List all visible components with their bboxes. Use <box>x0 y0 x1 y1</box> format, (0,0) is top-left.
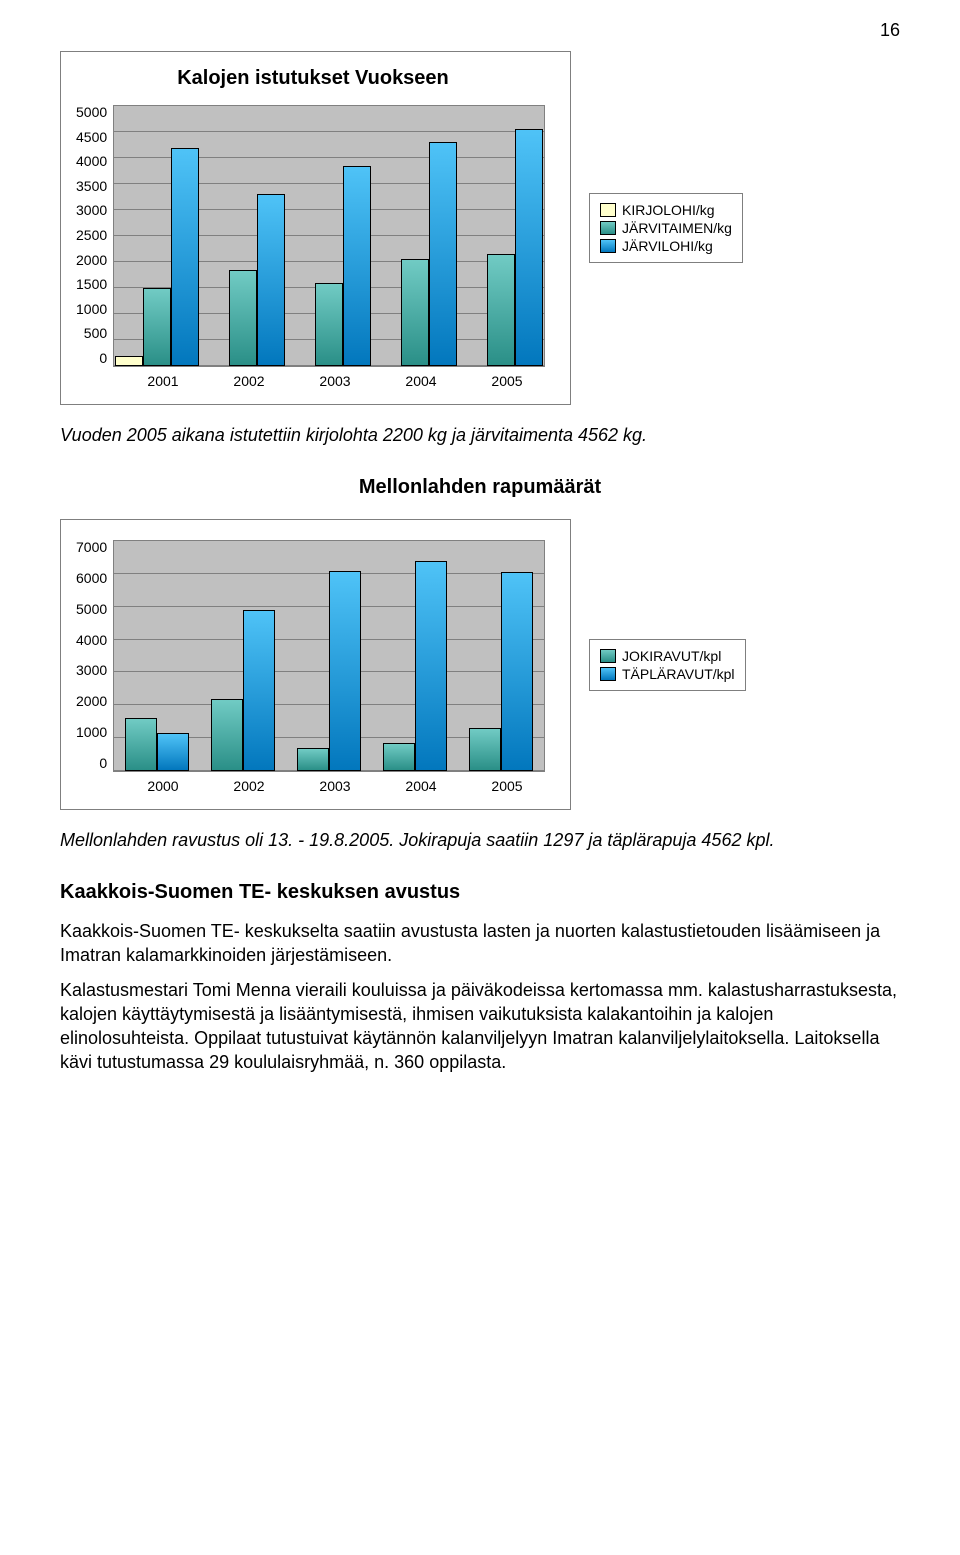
chart2-plotrow: 7000 6000 5000 4000 3000 2000 1000 0 <box>76 540 550 772</box>
chart1-xtick: 2002 <box>206 373 292 389</box>
chart1-ytick: 500 <box>84 326 107 340</box>
chart1-bar <box>115 356 143 366</box>
chart2-xtick: 2000 <box>120 778 206 794</box>
legend-swatch-icon <box>600 239 616 253</box>
chart2-box: 70006000500040003000200010000 2000200220… <box>60 519 571 810</box>
chart2-bar <box>125 718 157 771</box>
chart1-group <box>201 194 285 366</box>
chart2-group <box>297 571 361 771</box>
legend-swatch-icon <box>600 649 616 663</box>
chart2-bar <box>383 743 415 771</box>
chart1-yaxis: 5000450040003500300025002000150010005000 <box>76 105 113 365</box>
chart1-group <box>459 129 543 366</box>
chart1-legend-row: JÄRVITAIMEN/kg <box>600 220 732 236</box>
section-heading: Kaakkois-Suomen TE- keskuksen avustus <box>60 881 900 904</box>
chart2-ytick: 3000 <box>76 663 107 677</box>
chart2-legend-row: TÄPLÄRAVUT/kpl <box>600 666 735 682</box>
page-container: 16 Kalojen istutukset Vuokseen 500045004… <box>0 0 960 1125</box>
chart2-yaxis: 7000 6000 5000 4000 3000 2000 1000 0 <box>76 540 113 770</box>
chart2-xtick: 2005 <box>464 778 550 794</box>
chart2-group <box>211 610 275 771</box>
chart2-xtick: 2002 <box>206 778 292 794</box>
chart1-plotrow: 5000450040003500300025002000150010005000 <box>76 105 550 367</box>
chart1-wrap: Kalojen istutukset Vuokseen 500045004000… <box>60 51 900 405</box>
chart2-legend: JOKIRAVUT/kpl TÄPLÄRAVUT/kpl <box>589 639 746 691</box>
chart1-ytick: 3500 <box>76 179 107 193</box>
chart1-group <box>115 148 199 366</box>
legend-label: TÄPLÄRAVUT/kpl <box>622 666 735 682</box>
chart1-bar <box>515 129 543 366</box>
chart1-bar <box>257 194 285 366</box>
chart2-xaxis: 20002002200320042005 <box>120 778 550 794</box>
chart1-xtick: 2004 <box>378 373 464 389</box>
chart1-legend: KIRJOLOHI/kg JÄRVITAIMEN/kg JÄRVILOHI/kg <box>589 193 743 263</box>
paragraph-1: Kaakkois-Suomen TE- keskukselta saatiin … <box>60 919 900 968</box>
legend-label: JÄRVILOHI/kg <box>622 238 713 254</box>
chart1-group <box>287 166 371 366</box>
chart2-group <box>383 561 447 771</box>
chart2-bar <box>157 733 189 771</box>
chart2-plot <box>113 540 545 772</box>
chart2-bar <box>243 610 275 771</box>
chart2-xtick: 2003 <box>292 778 378 794</box>
chart1-ytick: 0 <box>99 351 107 365</box>
legend-swatch-icon <box>600 221 616 235</box>
chart2-ytick: 0 <box>99 756 107 770</box>
chart2-bar <box>329 571 361 771</box>
chart2-title: Mellonlahden rapumäärät <box>60 476 900 499</box>
paragraph-2: Kalastusmestari Tomi Menna vieraili koul… <box>60 978 900 1075</box>
chart1-bar <box>429 142 457 366</box>
chart1-title: Kalojen istutukset Vuokseen <box>76 67 550 90</box>
chart1-ytick: 4500 <box>76 130 107 144</box>
legend-label: KIRJOLOHI/kg <box>622 202 715 218</box>
legend-swatch-icon <box>600 667 616 681</box>
chart1-ytick: 3000 <box>76 203 107 217</box>
chart2-bar <box>501 572 533 771</box>
chart2-ytick: 4000 <box>76 633 107 647</box>
chart2-bar <box>469 728 501 771</box>
caption2: Mellonlahden ravustus oli 13. - 19.8.200… <box>60 830 900 851</box>
chart1-xtick: 2003 <box>292 373 378 389</box>
legend-label: JOKIRAVUT/kpl <box>622 648 721 664</box>
chart2-ytick: 2000 <box>76 694 107 708</box>
chart1-ytick: 2000 <box>76 253 107 267</box>
chart2-ytick: 1000 <box>76 725 107 739</box>
chart1-bar <box>487 254 515 366</box>
chart1-ytick: 1000 <box>76 302 107 316</box>
chart1-xaxis: 20012002200320042005 <box>120 373 550 389</box>
chart2-bar <box>415 561 447 771</box>
chart2-xtick: 2004 <box>378 778 464 794</box>
chart1-bar <box>315 283 343 366</box>
legend-swatch-icon <box>600 203 616 217</box>
chart1-bar <box>143 288 171 366</box>
chart2-ytick: 7000 <box>76 540 107 554</box>
chart2-group <box>125 718 189 771</box>
chart2-ytick: 5000 <box>76 602 107 616</box>
caption1: Vuoden 2005 aikana istutettiin kirjoloht… <box>60 425 900 446</box>
page-number: 16 <box>60 20 900 41</box>
chart1-group <box>373 142 457 366</box>
chart2-bar <box>211 699 243 771</box>
chart2-group <box>469 572 533 771</box>
chart1-legend-row: KIRJOLOHI/kg <box>600 202 732 218</box>
chart1-ytick: 4000 <box>76 154 107 168</box>
chart1-xtick: 2005 <box>464 373 550 389</box>
chart2-bar <box>297 748 329 771</box>
chart1-ytick: 5000 <box>76 105 107 119</box>
legend-label: JÄRVITAIMEN/kg <box>622 220 732 236</box>
chart1-ytick: 1500 <box>76 277 107 291</box>
chart2-legend-row: JOKIRAVUT/kpl <box>600 648 735 664</box>
chart1-xtick: 2001 <box>120 373 206 389</box>
chart2-ytick: 6000 <box>76 571 107 585</box>
chart1-ytick: 2500 <box>76 228 107 242</box>
chart1-box: Kalojen istutukset Vuokseen 500045004000… <box>60 51 571 405</box>
chart1-bar <box>171 148 199 366</box>
chart1-legend-row: JÄRVILOHI/kg <box>600 238 732 254</box>
chart1-bar <box>401 259 429 366</box>
chart1-bar <box>229 270 257 366</box>
chart1-bar <box>343 166 371 366</box>
chart2-wrap: 70006000500040003000200010000 2000200220… <box>60 519 900 810</box>
chart1-plot <box>113 105 545 367</box>
